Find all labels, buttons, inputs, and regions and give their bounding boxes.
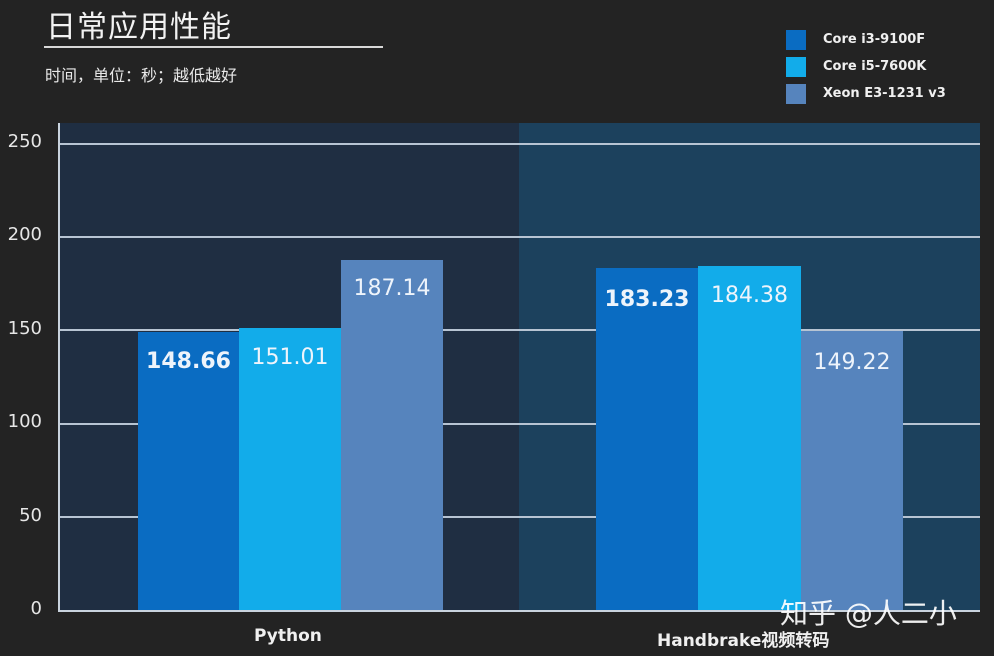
- legend-item-i5: Core i5-7600K: [786, 53, 946, 80]
- legend-label-i3: Core i3-9100F: [823, 32, 926, 47]
- gridline-200: [60, 236, 980, 238]
- y-tick-0: 0: [30, 598, 42, 619]
- chart-subtitle: 时间，单位：秒；越低越好: [45, 66, 238, 85]
- bar-handbrake-i3: 183.23: [596, 268, 698, 610]
- bar-value-label: 151.01: [251, 345, 329, 370]
- gridline-150: [60, 329, 980, 331]
- bar-python-xeon: 187.14: [341, 260, 443, 610]
- bar-python-i5: 151.01: [239, 328, 341, 610]
- gridline-250: [60, 143, 980, 145]
- bar-value-label: 183.23: [604, 287, 690, 312]
- bar-python-i3: 148.66: [138, 332, 239, 610]
- legend-label-i5: Core i5-7600K: [823, 59, 927, 74]
- bar-value-label: 184.38: [711, 283, 788, 308]
- bar-handbrake-xeon: 149.22: [801, 331, 903, 610]
- y-tick-200: 200: [7, 224, 42, 245]
- legend-item-i3: Core i3-9100F: [786, 26, 946, 53]
- bar-value-label: 149.22: [813, 350, 891, 375]
- legend-label-xeon: Xeon E3-1231 v3: [823, 86, 946, 101]
- gridline-50: [60, 516, 980, 518]
- watermark: 知乎 @人二小: [780, 597, 957, 630]
- bar-handbrake-i5: 184.38: [698, 266, 801, 610]
- y-tick-50: 50: [19, 505, 42, 526]
- legend-swatch-xeon: [786, 83, 806, 104]
- legend-swatch-i5: [786, 56, 806, 77]
- y-tick-250: 250: [7, 131, 42, 152]
- title-underline: [44, 46, 383, 48]
- x-label-python: Python: [254, 626, 322, 646]
- plot-area: 148.66 151.01 187.14 183.23 184.38 149.2…: [58, 123, 980, 612]
- legend-item-xeon: Xeon E3-1231 v3: [786, 80, 946, 107]
- gridline-100: [60, 423, 980, 425]
- x-label-handbrake: Handbrake视频转码: [657, 631, 830, 651]
- y-tick-100: 100: [7, 411, 42, 432]
- legend-swatch-i3: [786, 29, 806, 50]
- y-tick-150: 150: [7, 318, 42, 339]
- legend: Core i3-9100F Core i5-7600K Xeon E3-1231…: [786, 26, 946, 107]
- bar-value-label: 148.66: [146, 349, 231, 374]
- chart-title: 日常应用性能: [46, 10, 232, 45]
- bar-value-label: 187.14: [353, 276, 431, 301]
